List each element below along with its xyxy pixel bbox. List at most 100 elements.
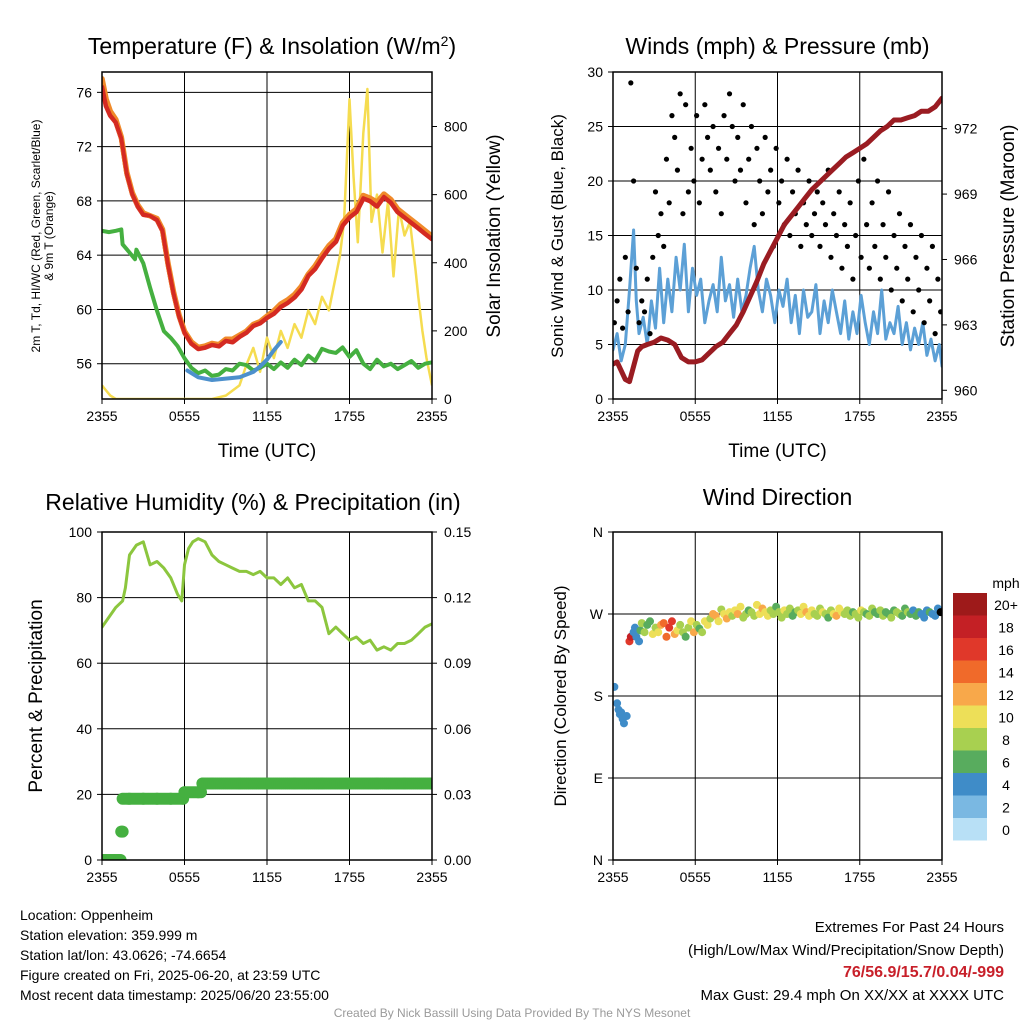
gust-point [894,265,900,271]
gust-point [822,222,829,228]
gust-point [663,156,670,162]
y2-axis-label: Solar Insolation (Yellow) [484,134,505,337]
y2-tick-label: 600 [444,187,468,203]
gust-point [828,254,834,260]
y-tick-label: W [590,606,604,622]
gust-point [696,200,702,206]
y-tick-label: 56 [76,356,92,372]
y-tick-label: 60 [76,655,92,671]
gust-point [691,178,697,184]
y-tick-label: N [593,524,603,540]
series-pressure [613,95,942,385]
x-tick-label: 1755 [844,869,875,885]
gust-point [831,211,837,217]
y-tick-label: 40 [76,721,92,737]
gust-point [650,254,656,260]
y-tick-label: S [594,688,603,704]
gust-point [839,265,845,271]
y2-tick-label: 400 [444,255,468,271]
y-tick-label: 68 [76,193,92,209]
gust-point [833,232,840,239]
chart-panel-1: 2355 0555 1155 1755 2355 56 60 64 68 72 76 0 200 400 6… [29,33,505,462]
y-tick-label: N [593,852,603,868]
direction-point [936,608,942,617]
direction-point [887,613,896,622]
gust-point [674,167,681,173]
y2-tick-label: 800 [444,119,468,135]
direction-point [659,619,668,628]
direction-point [714,617,723,626]
direction-point [613,682,619,691]
y-tick-label: 25 [587,119,603,135]
x-tick-label: 0555 [169,408,200,424]
direction-point [676,620,685,629]
gust-point [787,232,793,239]
x-tick-label: 2355 [86,408,117,424]
gust-point [666,200,672,206]
gust-point [757,178,763,184]
gust-point [779,178,785,184]
chart-panel-4: 2355 0555 1155 1755 2355NESWNmph20+181614121… [551,484,1020,885]
y2-tick-label: 0.12 [444,590,471,606]
direction-point [646,617,655,626]
colorbar-title: mph [992,575,1019,591]
gust-point [784,156,790,162]
gust-point [707,167,713,173]
gust-point [724,156,730,162]
colorbar-swatch [953,750,987,773]
direction-point [622,712,631,721]
colorbar-swatch [953,638,987,661]
direction-point [667,617,676,626]
gust-point [721,113,727,119]
y-tick-label: 100 [69,524,93,540]
chart-title: Winds (mph) & Pressure (mb) [625,33,929,59]
gust-point [918,232,925,239]
y2-tick-label: 0.09 [444,655,471,671]
gust-point [743,200,749,206]
gust-point [789,189,796,195]
gust-point [614,298,620,304]
gust-point [613,320,617,326]
plot-area [613,600,942,728]
y2-tick-label: 0 [444,391,452,407]
gust-point [913,254,919,260]
gust-point [798,243,804,249]
x-tick-label: 1155 [762,869,792,885]
gust-point [924,265,930,271]
gust-point [699,156,705,162]
x-axis-label: Time (UTC) [218,441,317,462]
gust-point [877,276,883,282]
gust-point [896,211,903,217]
y2-tick-label: 0.06 [444,721,471,737]
x-tick-label: 2355 [416,869,447,885]
colorbar-swatch [953,705,987,728]
gust-point [820,200,826,206]
y2-tick-label: 0.15 [444,524,471,540]
direction-point [640,628,649,637]
colorbar: mph 20+ 18 16 14 12 10 8 6 4 2 0 [953,575,1020,841]
direction-point [736,602,745,611]
gust-point [768,167,774,173]
gust-point [735,134,741,140]
gust-point [858,254,864,260]
gust-point [855,178,861,184]
colorbar-label: 0 [1002,822,1010,838]
plot-frame [101,71,433,400]
y-axis-label: Sonic Wind & Gust (Blue, Black) [548,114,567,358]
gust-point [864,222,870,228]
extremes-legend: (High/Low/Max Wind/Precipitation/Snow De… [688,941,1004,959]
x-tick-label: 0555 [680,408,711,424]
direction-point [684,623,693,632]
gust-point [916,287,922,293]
colorbar-label: 20+ [994,597,1018,613]
gust-point [677,91,683,97]
plot-frame [612,71,943,400]
series-temp-top [102,85,432,351]
y-tick-label: 76 [76,84,92,100]
gust-point [680,211,686,217]
gust-point [910,309,916,315]
gust-point [751,222,757,228]
gust-point [844,243,851,249]
plot-area [102,76,432,399]
precip-point [116,825,129,838]
